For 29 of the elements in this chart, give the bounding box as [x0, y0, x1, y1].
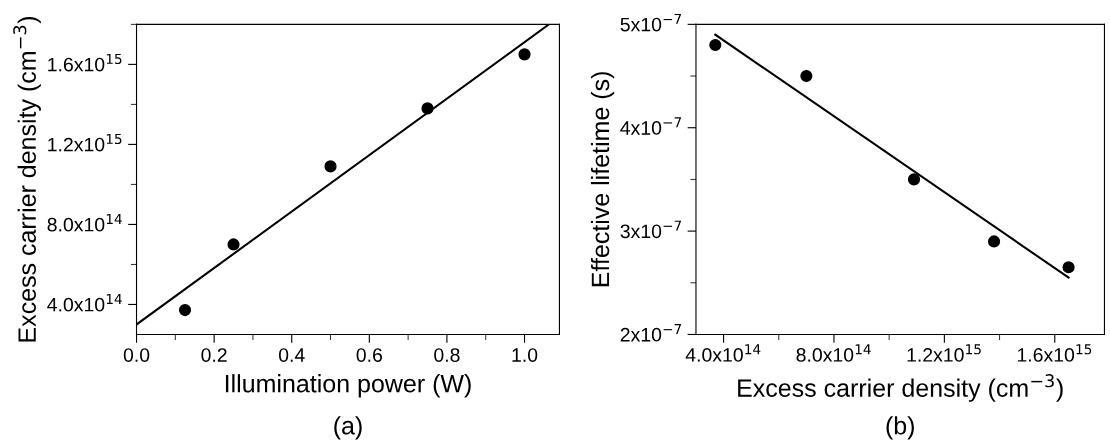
- y-tick-label: 1.6x10$^{15}$: [48, 53, 122, 72]
- y-tick-label: 4.0x10$^{14}$: [47, 294, 122, 312]
- y-tick-label: 3x10$^{−7}$: [620, 220, 682, 239]
- point: [987, 235, 1001, 248]
- point: [800, 69, 813, 83]
- point: [709, 38, 722, 52]
- y-tick-label: 1.2x10$^{15}$: [48, 133, 122, 152]
- text: (b): [886, 416, 914, 440]
- text: (a): [334, 416, 362, 440]
- y-tick-label: 8.0x10$^{14}$: [47, 213, 122, 232]
- x-tick-label: 1.0: [512, 348, 538, 362]
- x-axis-title: Illumination power (W): [225, 374, 471, 398]
- x-tick-label: 1.6x10$^{15}$: [1017, 344, 1092, 362]
- y-axis-title: Excess carrier density (cm$^{−3}$): [13, 16, 41, 342]
- point: [907, 173, 921, 186]
- y-tick-label: 5x10$^{−7}$: [620, 13, 682, 32]
- y-axis-title: Effective lifetime (s): [590, 72, 615, 287]
- x-tick-label: 0.4: [278, 348, 305, 362]
- x-tick-label: 0.6: [356, 348, 382, 362]
- x-tick-label: 8.0x10$^{14}$: [796, 344, 871, 362]
- x-tick-label: 4.0x10$^{14}$: [685, 344, 761, 362]
- x-axis-title: Excess carrier density (cm$^{−3}$): [738, 374, 1063, 402]
- x-tick-label: 0.8: [434, 348, 460, 362]
- y-tick-label: 2x10$^{−7}$: [620, 324, 682, 342]
- x-tick-label: 0.2: [201, 348, 227, 362]
- x-tick-label: 0.0: [123, 348, 150, 362]
- x-tick-label: 1.2x10$^{15}$: [907, 344, 981, 362]
- y-tick-label: 4x10$^{−7}$: [620, 117, 682, 135]
- point: [1062, 261, 1075, 274]
